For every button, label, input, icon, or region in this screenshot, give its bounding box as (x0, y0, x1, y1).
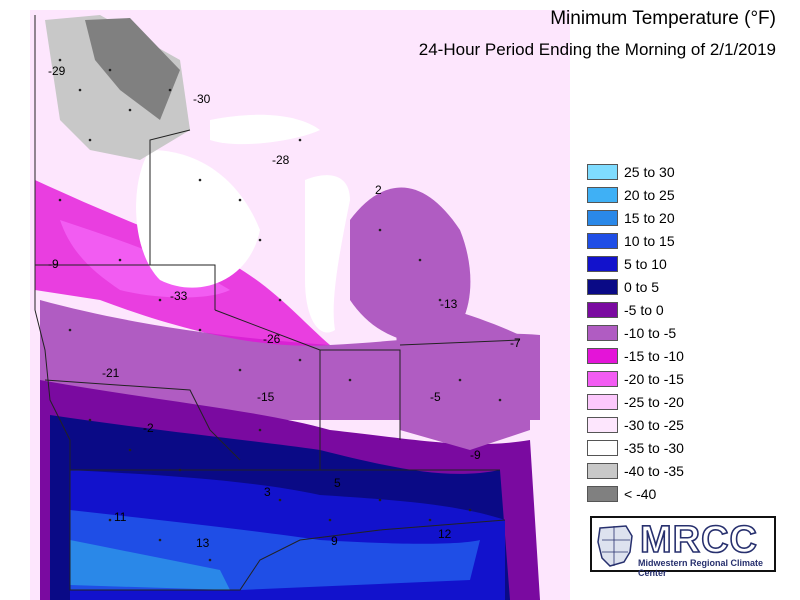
map-label: -2 (143, 421, 154, 435)
legend-item: 5 to 10 (587, 252, 684, 275)
map-label: -15 (257, 390, 275, 404)
legend-swatch (587, 393, 618, 410)
legend-label: -25 to -20 (624, 393, 684, 410)
midwest-map-icon (597, 525, 633, 567)
border-mo-ar (69, 440, 240, 471)
map-label: 5 (334, 476, 341, 490)
border-mi-oh (399, 339, 521, 346)
map-label: -7 (510, 336, 521, 350)
legend-item: -25 to -20 (587, 390, 684, 413)
station-dots (58, 58, 502, 562)
map-label: -13 (440, 297, 458, 311)
legend-swatch (587, 416, 618, 433)
border-ia-mo (44, 379, 241, 461)
legend-item: 0 to 5 (587, 275, 684, 298)
legend-item: -35 to -30 (587, 436, 684, 459)
map-title: Minimum Temperature (°F) (550, 8, 776, 29)
outer-border-west-south (34, 15, 506, 591)
legend-item: -10 to -5 (587, 321, 684, 344)
map-label: -26 (263, 332, 281, 346)
legend-item: < -40 (587, 482, 684, 505)
map-label: -9 (48, 257, 59, 271)
border-mn-wi (149, 129, 191, 265)
legend-label: 5 to 10 (624, 255, 667, 272)
legend-swatch (587, 163, 618, 180)
legend-label: -40 to -35 (624, 462, 684, 479)
legend-label: -10 to -5 (624, 324, 677, 341)
cold-core-white (136, 150, 260, 288)
legend-swatch (587, 462, 618, 479)
map-label: -21 (102, 366, 120, 380)
legend-label: < -40 (624, 485, 657, 502)
border-in (320, 349, 401, 440)
legend-item: 20 to 25 (587, 183, 684, 206)
legend-item: 10 to 15 (587, 229, 684, 252)
map-label: -29 (48, 64, 66, 78)
legend-swatch (587, 347, 618, 364)
cold-core-darkgray (85, 18, 180, 120)
map-label: 13 (196, 536, 210, 550)
band-15to20 (70, 540, 230, 590)
legend-swatch (587, 324, 618, 341)
lake-michigan (305, 175, 350, 333)
legend-label: 15 to 20 (624, 209, 675, 226)
legend-label: 20 to 25 (624, 186, 675, 203)
map-label: 2 (375, 183, 382, 197)
legend-item: -40 to -35 (587, 459, 684, 482)
map-label: -5 (430, 390, 441, 404)
logo-tagline: Midwestern Regional Climate Center (638, 558, 764, 578)
legend-swatch (587, 301, 618, 318)
map-label: 12 (438, 527, 452, 541)
legend-label: -35 to -30 (624, 439, 684, 456)
michigan-region (350, 187, 471, 345)
legend-swatch (587, 255, 618, 272)
legend-swatch (587, 370, 618, 387)
legend-label: -15 to -10 (624, 347, 684, 364)
legend-item: 25 to 30 (587, 160, 684, 183)
border-mn-ia (35, 264, 216, 310)
legend-swatch (587, 232, 618, 249)
legend: 25 to 30 20 to 25 15 to 20 10 to 15 5 to 10 0… (587, 160, 684, 505)
legend-item: -15 to -10 (587, 344, 684, 367)
lake-superior (210, 114, 320, 145)
map-label: -30 (193, 92, 211, 106)
legend-label: 0 to 5 (624, 278, 660, 295)
map-label: 3 (264, 485, 271, 499)
map-label: 11 (114, 510, 127, 524)
legend-item: -20 to -15 (587, 367, 684, 390)
map-label: -33 (170, 289, 188, 303)
map-label: -9 (470, 448, 481, 462)
legend-label: -20 to -15 (624, 370, 684, 387)
ohio-region (395, 300, 530, 450)
legend-swatch (587, 278, 618, 295)
legend-label: 25 to 30 (624, 163, 675, 180)
legend-swatch (587, 439, 618, 456)
legend-swatch (587, 485, 618, 502)
mrcc-logo: MRCC Midwestern Regional Climate Center (590, 516, 776, 578)
legend-label: 10 to 15 (624, 232, 675, 249)
legend-label: -5 to 0 (624, 301, 664, 318)
legend-label: -30 to -25 (624, 416, 684, 433)
map-subtitle: 24-Hour Period Ending the Morning of 2/1… (418, 40, 776, 59)
map-label: -28 (272, 153, 290, 167)
legend-swatch (587, 209, 618, 226)
legend-item: 15 to 20 (587, 206, 684, 229)
logo-wordmark: MRCC (639, 518, 758, 562)
legend-item: -5 to 0 (587, 298, 684, 321)
map-label: 9 (331, 534, 338, 548)
legend-item: -30 to -25 (587, 413, 684, 436)
legend-swatch (587, 186, 618, 203)
